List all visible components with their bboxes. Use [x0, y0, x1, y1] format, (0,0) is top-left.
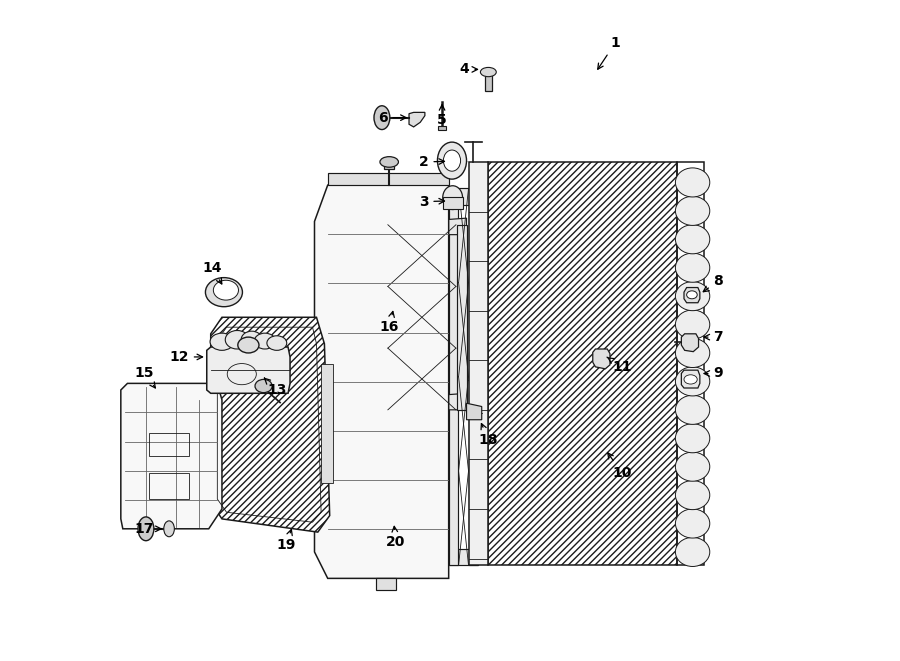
- Ellipse shape: [443, 186, 463, 210]
- Bar: [438, 126, 446, 130]
- Ellipse shape: [675, 253, 710, 282]
- Ellipse shape: [138, 517, 154, 541]
- Ellipse shape: [675, 225, 710, 254]
- Bar: [449, 549, 479, 565]
- Text: 10: 10: [608, 453, 632, 480]
- Polygon shape: [409, 112, 425, 127]
- Bar: [456, 225, 466, 410]
- Text: 19: 19: [276, 529, 296, 553]
- Text: 2: 2: [418, 155, 445, 169]
- Text: 8: 8: [703, 274, 724, 292]
- Polygon shape: [681, 370, 700, 388]
- Text: 16: 16: [380, 311, 399, 334]
- Text: 18: 18: [479, 424, 498, 447]
- Polygon shape: [593, 349, 610, 369]
- Ellipse shape: [481, 67, 496, 77]
- Polygon shape: [681, 334, 698, 352]
- Text: 20: 20: [386, 526, 406, 549]
- Bar: [485, 73, 491, 91]
- Polygon shape: [466, 403, 482, 420]
- Ellipse shape: [675, 395, 710, 424]
- Ellipse shape: [687, 291, 698, 299]
- Bar: [149, 433, 189, 456]
- Ellipse shape: [255, 379, 272, 393]
- Ellipse shape: [213, 280, 238, 300]
- Text: 6: 6: [378, 110, 406, 125]
- Ellipse shape: [675, 509, 710, 538]
- Text: 12: 12: [169, 350, 202, 364]
- Bar: [449, 188, 458, 565]
- Polygon shape: [121, 383, 222, 529]
- Polygon shape: [314, 185, 449, 578]
- Text: 14: 14: [202, 260, 221, 284]
- Bar: [384, 162, 394, 169]
- Bar: [443, 197, 463, 209]
- Ellipse shape: [675, 452, 710, 481]
- Ellipse shape: [380, 157, 399, 167]
- Bar: [469, 188, 479, 565]
- Ellipse shape: [205, 278, 242, 307]
- Ellipse shape: [675, 310, 710, 339]
- Polygon shape: [489, 162, 677, 565]
- Text: 7: 7: [704, 330, 724, 344]
- Polygon shape: [207, 347, 290, 393]
- Ellipse shape: [255, 333, 275, 349]
- Bar: [449, 188, 479, 205]
- Polygon shape: [377, 218, 466, 235]
- Text: 11: 11: [607, 357, 632, 374]
- Ellipse shape: [238, 337, 259, 353]
- Ellipse shape: [225, 330, 249, 349]
- Polygon shape: [469, 162, 489, 565]
- Text: 13: 13: [265, 378, 286, 397]
- Polygon shape: [684, 288, 700, 303]
- Bar: [377, 225, 387, 410]
- Ellipse shape: [241, 331, 262, 348]
- Bar: [149, 473, 189, 499]
- Ellipse shape: [210, 333, 234, 350]
- Ellipse shape: [675, 481, 710, 510]
- Ellipse shape: [684, 375, 698, 384]
- Ellipse shape: [374, 106, 390, 130]
- Ellipse shape: [267, 336, 287, 350]
- Polygon shape: [211, 317, 329, 532]
- Text: 4: 4: [460, 62, 478, 77]
- Ellipse shape: [164, 521, 175, 537]
- Ellipse shape: [675, 196, 710, 225]
- Ellipse shape: [675, 282, 710, 311]
- Text: 5: 5: [437, 104, 447, 128]
- Text: 17: 17: [135, 522, 161, 536]
- Text: 3: 3: [418, 194, 445, 209]
- Bar: [449, 380, 594, 407]
- Ellipse shape: [675, 424, 710, 453]
- Text: 9: 9: [704, 366, 724, 381]
- Polygon shape: [377, 393, 466, 410]
- Ellipse shape: [675, 338, 710, 368]
- Ellipse shape: [675, 168, 710, 197]
- Ellipse shape: [437, 142, 466, 179]
- Text: 1: 1: [598, 36, 620, 69]
- Ellipse shape: [444, 150, 461, 171]
- Text: 15: 15: [135, 366, 156, 388]
- Bar: [328, 173, 449, 185]
- Ellipse shape: [675, 537, 710, 566]
- Bar: [376, 578, 396, 590]
- Bar: [321, 364, 333, 483]
- Ellipse shape: [675, 367, 710, 396]
